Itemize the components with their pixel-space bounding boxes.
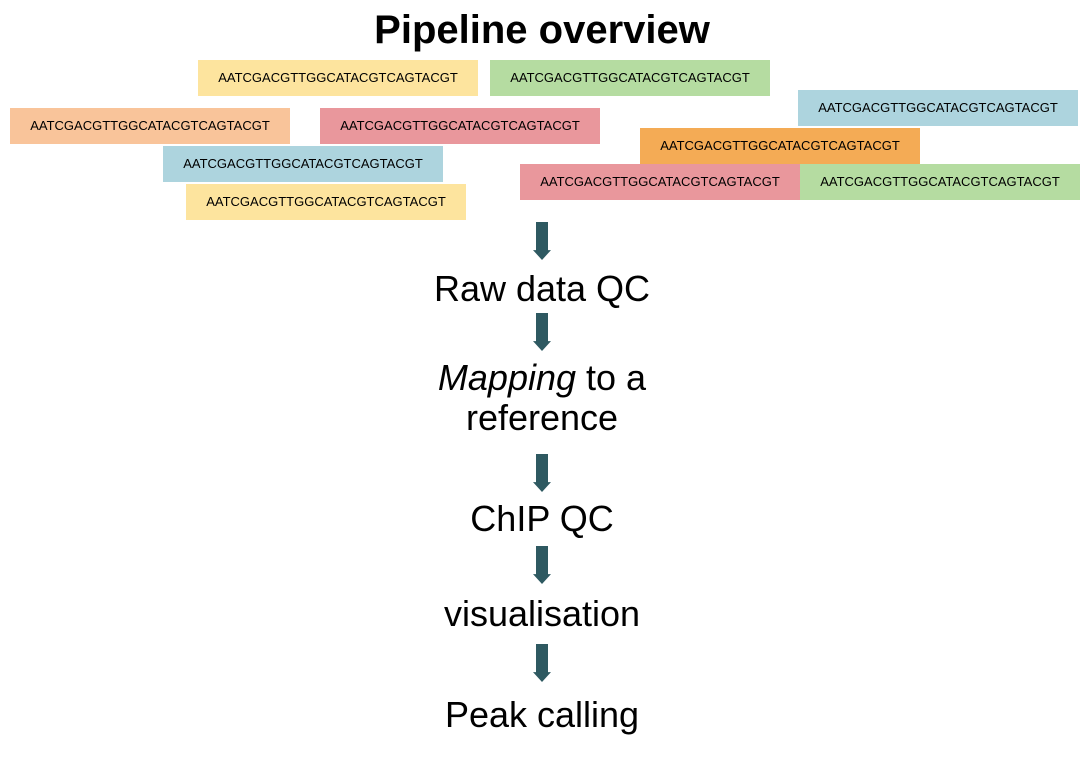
step-text: reference bbox=[466, 397, 618, 438]
sequence-box: AATCGACGTTGGCATACGTCAGTACGT bbox=[490, 60, 770, 96]
title-text: Pipeline overview bbox=[374, 8, 710, 52]
down-arrow-icon bbox=[530, 222, 554, 260]
sequence-text: AATCGACGTTGGCATACGTCAGTACGT bbox=[218, 71, 458, 86]
pipeline-step: Mapping to areference bbox=[412, 358, 672, 437]
sequence-box: AATCGACGTTGGCATACGTCAGTACGT bbox=[10, 108, 290, 144]
sequence-text: AATCGACGTTGGCATACGTCAGTACGT bbox=[540, 175, 780, 190]
sequence-text: AATCGACGTTGGCATACGTCAGTACGT bbox=[660, 139, 900, 154]
sequence-text: AATCGACGTTGGCATACGTCAGTACGT bbox=[206, 195, 446, 210]
sequence-box: AATCGACGTTGGCATACGTCAGTACGT bbox=[198, 60, 478, 96]
step-text: to a bbox=[576, 357, 646, 398]
step-text: ChIP QC bbox=[470, 498, 613, 539]
sequence-text: AATCGACGTTGGCATACGTCAGTACGT bbox=[818, 101, 1058, 116]
down-arrow-icon bbox=[530, 454, 554, 492]
pipeline-step: Peak calling bbox=[445, 694, 639, 736]
page-title: Pipeline overview bbox=[374, 8, 710, 53]
step-text: Peak calling bbox=[445, 694, 639, 735]
sequence-box: AATCGACGTTGGCATACGTCAGTACGT bbox=[800, 164, 1080, 200]
sequence-box: AATCGACGTTGGCATACGTCAGTACGT bbox=[798, 90, 1078, 126]
sequence-box: AATCGACGTTGGCATACGTCAGTACGT bbox=[640, 128, 920, 164]
down-arrow-icon bbox=[530, 546, 554, 584]
sequence-text: AATCGACGTTGGCATACGTCAGTACGT bbox=[183, 157, 423, 172]
pipeline-step: Raw data QC bbox=[434, 268, 650, 310]
down-arrow-icon bbox=[530, 644, 554, 682]
pipeline-step: ChIP QC bbox=[470, 498, 613, 540]
sequence-box: AATCGACGTTGGCATACGTCAGTACGT bbox=[163, 146, 443, 182]
sequence-text: AATCGACGTTGGCATACGTCAGTACGT bbox=[510, 71, 750, 86]
sequence-text: AATCGACGTTGGCATACGTCAGTACGT bbox=[340, 119, 580, 134]
sequence-text: AATCGACGTTGGCATACGTCAGTACGT bbox=[820, 175, 1060, 190]
step-text: visualisation bbox=[444, 593, 640, 634]
down-arrow-icon bbox=[530, 313, 554, 351]
sequence-text: AATCGACGTTGGCATACGTCAGTACGT bbox=[30, 119, 270, 134]
sequence-box: AATCGACGTTGGCATACGTCAGTACGT bbox=[520, 164, 800, 200]
step-italic: Mapping bbox=[438, 357, 576, 398]
pipeline-step: visualisation bbox=[444, 593, 640, 635]
sequence-box: AATCGACGTTGGCATACGTCAGTACGT bbox=[320, 108, 600, 144]
step-text: Raw data QC bbox=[434, 268, 650, 309]
sequence-box: AATCGACGTTGGCATACGTCAGTACGT bbox=[186, 184, 466, 220]
